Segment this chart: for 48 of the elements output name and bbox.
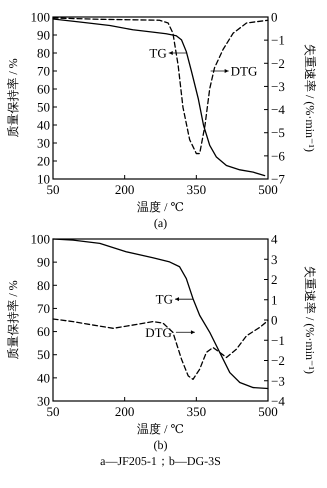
- y2-tick-label: 0: [271, 312, 278, 328]
- x-tick-label: 350: [186, 182, 206, 197]
- y2-tick-label: −3: [271, 373, 285, 388]
- y-tick-label: 70: [37, 64, 50, 78]
- y2-tick-label: −5: [271, 125, 285, 140]
- y-axis-title: 质量保持率 / %: [6, 280, 20, 360]
- y-tick-label: 30: [37, 136, 50, 150]
- text: (b): [154, 438, 168, 452]
- y-tick-label: 60: [37, 324, 50, 340]
- x-tick-label: 350: [186, 404, 206, 419]
- y2-tick-label: −2: [271, 353, 285, 368]
- y2-tick-label: 4: [271, 232, 278, 246]
- y2-axis-title: 失重速率 / (%·min⁻¹): [303, 266, 317, 374]
- y2-tick-label: −4: [271, 102, 286, 118]
- annotation: TG: [156, 292, 173, 307]
- y-tick-label: 80: [37, 278, 50, 293]
- y-tick-label: 50: [37, 347, 50, 362]
- y2-tick-label: −1: [271, 32, 285, 48]
- y-tick-label: 80: [37, 46, 50, 60]
- x-tick-label: 200: [114, 404, 134, 419]
- y-tick-label: 20: [37, 154, 50, 168]
- annotation: TG: [149, 46, 167, 60]
- y-tick-label: 100: [30, 232, 50, 246]
- y2-tick-label: 3: [271, 252, 278, 267]
- annotation: DTG: [230, 64, 258, 78]
- y-tick-label: 50: [37, 100, 50, 114]
- y-tick-label: 40: [37, 118, 50, 132]
- y-tick-label: 70: [37, 300, 50, 316]
- y2-tick-label: −2: [271, 56, 285, 71]
- x-axis-title: 温度 / ℃: [137, 422, 184, 436]
- y2-axis-title: 失重速率 / (%·min⁻¹): [303, 44, 317, 152]
- text: a—JF205-1；b—DG-3S: [100, 454, 221, 468]
- y-tick-label: 100: [30, 10, 50, 24]
- text: (a): [154, 216, 168, 230]
- x-axis-title: 温度 / ℃: [137, 200, 184, 214]
- y-tick-label: 60: [37, 82, 50, 96]
- y2-tick-label: −6: [271, 148, 286, 164]
- y-tick-label: 90: [37, 28, 50, 42]
- y2-tick-label: 0: [271, 10, 278, 24]
- y2-tick-label: 1: [271, 292, 278, 308]
- y-tick-label: 90: [37, 254, 50, 270]
- y-tick-label: 40: [37, 370, 50, 386]
- y2-tick-label: −3: [271, 78, 285, 94]
- annotation: DTG: [145, 324, 172, 340]
- x-tick-label: 200: [114, 182, 134, 197]
- y-axis-title: 质量保持率 / %: [6, 58, 20, 138]
- y2-tick-label: 2: [271, 272, 278, 287]
- y2-tick-label: −1: [271, 332, 285, 348]
